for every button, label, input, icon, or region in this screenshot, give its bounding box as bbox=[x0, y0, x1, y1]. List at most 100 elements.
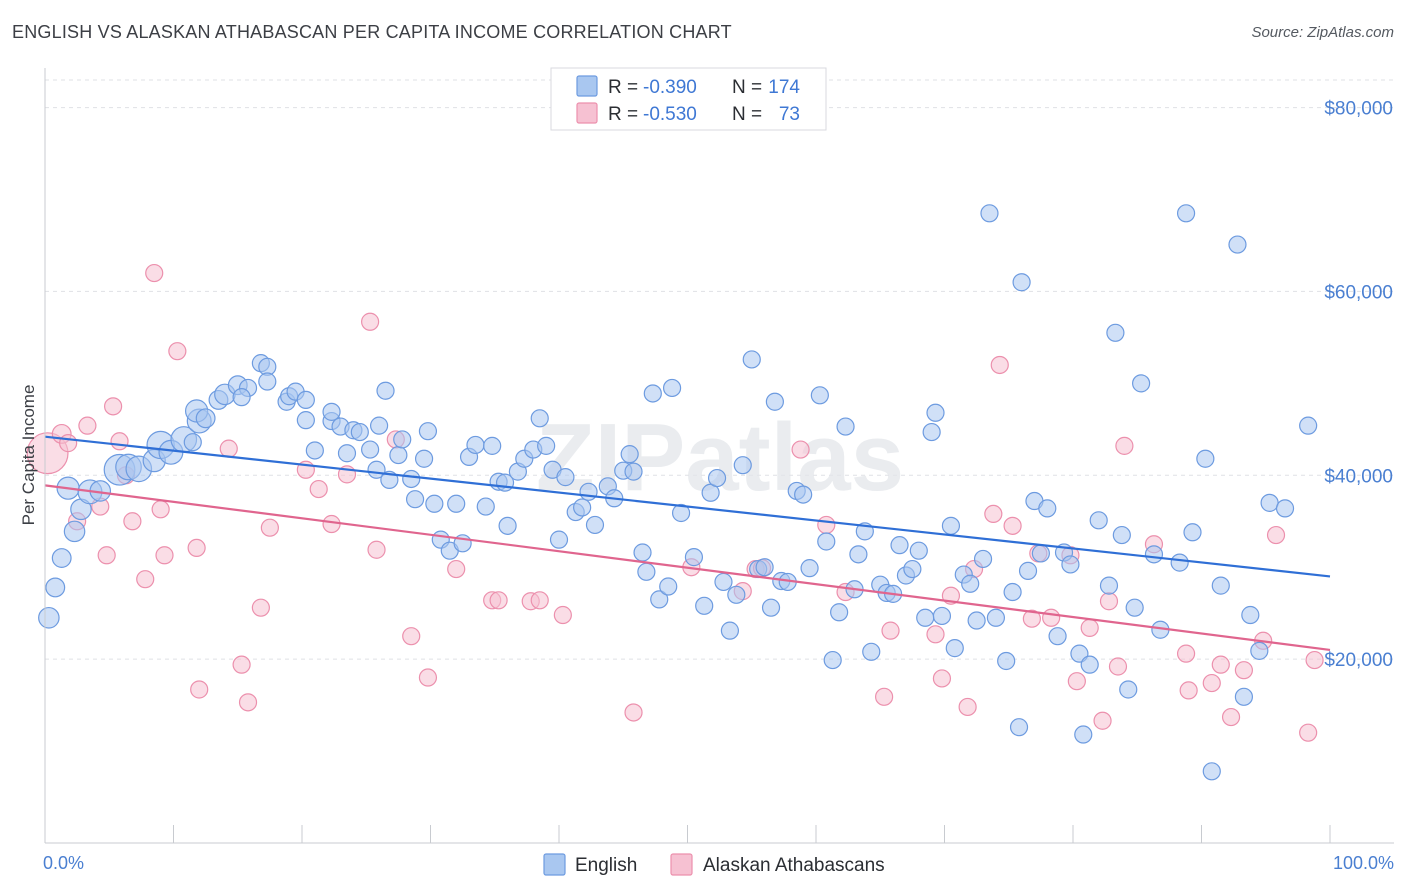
chart-title: ENGLISH VS ALASKAN ATHABASCAN PER CAPITA… bbox=[12, 22, 732, 42]
english-point bbox=[1176, 204, 1196, 223]
athabascan-point bbox=[168, 342, 187, 361]
english-point bbox=[1048, 627, 1067, 646]
athabascan-point bbox=[530, 591, 549, 610]
english-point bbox=[1260, 493, 1279, 512]
english-point bbox=[1183, 523, 1202, 542]
english-point bbox=[425, 494, 444, 513]
english-point bbox=[537, 436, 556, 455]
athabascan-point bbox=[1080, 618, 1099, 637]
athabascan-point bbox=[418, 668, 438, 687]
athabascan-point bbox=[238, 693, 258, 712]
english-point bbox=[823, 650, 842, 670]
athabascan-point bbox=[322, 514, 341, 534]
source-label: Source: ZipAtlas.com bbox=[1251, 24, 1394, 41]
english-point bbox=[922, 422, 941, 442]
english-point bbox=[637, 562, 656, 581]
english-point bbox=[961, 574, 980, 593]
english-point bbox=[573, 498, 592, 517]
english-point bbox=[624, 462, 643, 481]
athabascan-point bbox=[402, 627, 421, 646]
athabascan-point bbox=[1305, 650, 1324, 670]
english-point bbox=[389, 445, 408, 465]
english-point bbox=[980, 204, 999, 223]
english-point bbox=[1099, 576, 1119, 595]
english-point bbox=[1038, 499, 1057, 518]
english-point bbox=[1012, 273, 1031, 292]
english-point bbox=[1234, 687, 1254, 706]
athabascan-point bbox=[97, 546, 116, 565]
athabascan-point bbox=[1202, 673, 1221, 693]
athabascan-point bbox=[1266, 525, 1286, 545]
y-tick-label: $20,000 bbox=[1324, 650, 1393, 671]
english-point bbox=[476, 497, 495, 516]
english-point bbox=[585, 515, 605, 535]
english-point bbox=[684, 548, 704, 567]
english-point bbox=[643, 384, 662, 403]
english-point bbox=[393, 430, 412, 449]
english-point bbox=[830, 603, 849, 622]
athabascan-point bbox=[990, 355, 1009, 375]
english-points bbox=[38, 204, 1318, 781]
athabascan-point bbox=[624, 703, 643, 722]
series-legend: English Alaskan Athabascans bbox=[543, 853, 885, 876]
english-point bbox=[1202, 762, 1221, 781]
athabascan-point bbox=[932, 669, 952, 688]
english-point bbox=[1196, 449, 1215, 468]
athabascan-point bbox=[155, 546, 174, 565]
english-point bbox=[498, 516, 517, 535]
athabascan-point bbox=[1115, 436, 1134, 455]
english-point bbox=[549, 530, 569, 549]
athabascan-point bbox=[187, 538, 206, 558]
athabascan-point bbox=[926, 625, 945, 644]
athabascan-point bbox=[1179, 681, 1198, 700]
english-point bbox=[1018, 561, 1038, 580]
y-tick-label: $60,000 bbox=[1324, 282, 1393, 303]
legend-swatch-athabascan bbox=[576, 102, 598, 124]
english-point bbox=[1144, 545, 1164, 564]
english-point bbox=[45, 577, 66, 598]
y-tick-label: $80,000 bbox=[1324, 99, 1393, 120]
athabascan-point bbox=[145, 263, 164, 283]
english-point bbox=[967, 611, 986, 630]
english-point bbox=[1119, 680, 1138, 699]
english-point bbox=[370, 416, 389, 435]
athabascan-point bbox=[817, 515, 836, 535]
athabascan-point bbox=[251, 598, 270, 617]
english-point bbox=[1228, 235, 1247, 254]
english-point bbox=[1275, 499, 1295, 518]
legend-r-label-1: R = bbox=[608, 77, 638, 98]
english-point bbox=[707, 468, 727, 488]
english-point bbox=[1170, 553, 1189, 572]
athabascan-point bbox=[489, 591, 508, 610]
english-point bbox=[305, 441, 324, 460]
x-tick-labels: 0.0% 100.0% bbox=[43, 853, 1394, 873]
y-tick-label: $40,000 bbox=[1324, 466, 1393, 487]
english-point bbox=[909, 541, 928, 560]
english-point bbox=[997, 651, 1016, 671]
athabascan-point bbox=[367, 540, 386, 559]
english-point bbox=[849, 545, 868, 564]
athabascan-point bbox=[104, 397, 123, 416]
athabascan-point bbox=[1211, 655, 1230, 674]
english-trend-line bbox=[44, 435, 1331, 578]
english-point bbox=[1074, 725, 1093, 744]
athabascan-point bbox=[553, 605, 572, 625]
english-point bbox=[836, 417, 855, 436]
english-point bbox=[38, 606, 60, 629]
english-point bbox=[350, 422, 369, 442]
athabascan-point bbox=[1093, 711, 1112, 730]
legend-english-label: English bbox=[575, 855, 637, 876]
english-point bbox=[258, 372, 277, 391]
athabascan-point bbox=[447, 559, 466, 579]
athabascan-point bbox=[1099, 592, 1119, 611]
legend-swatch-english bbox=[576, 75, 598, 97]
english-point bbox=[1106, 323, 1125, 342]
athabascan-point bbox=[59, 434, 78, 453]
athabascan-point bbox=[361, 312, 380, 331]
trend-lines bbox=[44, 435, 1331, 652]
english-point bbox=[322, 402, 341, 421]
x-tick-label-max: 100.0% bbox=[1333, 853, 1394, 873]
legend-athabascan-label: Alaskan Athabascans bbox=[703, 855, 885, 876]
english-point bbox=[986, 608, 1006, 627]
english-point bbox=[195, 408, 216, 429]
